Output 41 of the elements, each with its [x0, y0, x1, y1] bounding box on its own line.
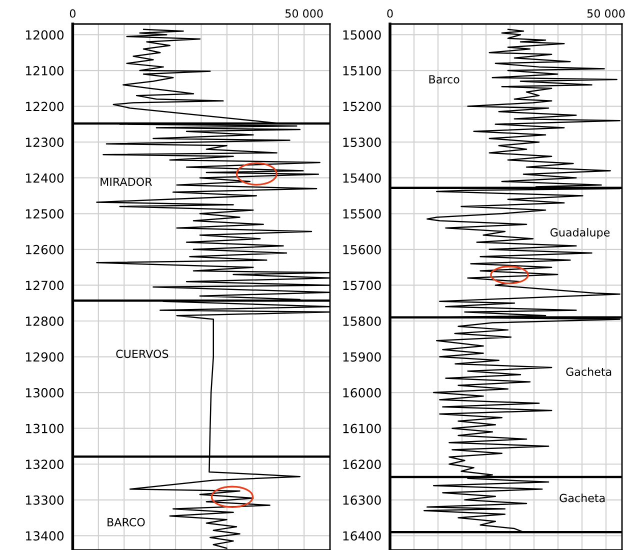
- x-tick-label: 50 000: [587, 9, 625, 18]
- y-tick-label: 15300: [343, 138, 381, 148]
- y-tick-label: 12500: [26, 209, 64, 219]
- y-tick-label: 12800: [26, 316, 64, 326]
- x-tick-label: 0: [70, 9, 76, 18]
- annotation: Guadalupe: [550, 228, 610, 239]
- y-tick-label: 12300: [26, 138, 64, 148]
- y-tick-label: 16200: [343, 460, 381, 470]
- y-tick-label: 15100: [343, 66, 381, 76]
- y-tick-label: 16100: [343, 424, 381, 434]
- y-tick-label: 12200: [26, 102, 64, 112]
- annotation: CUERVOS: [116, 350, 168, 358]
- y-tick-label: 13200: [26, 460, 64, 470]
- y-tick-label: 16400: [343, 531, 381, 541]
- y-tick-label: 16000: [343, 388, 381, 398]
- y-tick-label: 15400: [343, 173, 381, 183]
- y-tick-label: 12900: [26, 352, 64, 362]
- y-tick-label: 13100: [26, 424, 64, 434]
- y-tick-label: 15200: [343, 102, 381, 112]
- x-tick-label: 50 000: [286, 9, 323, 18]
- y-tick-label: 12700: [26, 280, 64, 290]
- y-tick-label: 15500: [343, 209, 381, 219]
- y-tick-label: 12100: [26, 66, 64, 76]
- y-tick-label: 16300: [343, 495, 381, 505]
- annotation: Gacheta: [566, 367, 612, 376]
- annotation: Gacheta: [560, 494, 605, 502]
- y-tick-label: 13300: [26, 495, 64, 505]
- annotation: BARCO: [108, 518, 145, 526]
- y-tick-label: 13000: [26, 388, 64, 398]
- y-tick-label: 15900: [343, 352, 381, 362]
- y-tick-label: 12600: [26, 244, 64, 254]
- annotation: MIRADOR: [100, 178, 152, 186]
- y-tick-label: 15000: [343, 30, 381, 40]
- y-tick-label: 15700: [343, 280, 381, 290]
- y-tick-label: 13400: [26, 531, 64, 541]
- x-tick-label: 0: [387, 9, 393, 18]
- y-tick-label: 15600: [343, 244, 381, 254]
- y-tick-label: 12400: [26, 173, 64, 183]
- y-tick-label: 12000: [26, 30, 64, 40]
- y-tick-label: 15800: [343, 316, 381, 326]
- annotation: Barco: [429, 75, 460, 84]
